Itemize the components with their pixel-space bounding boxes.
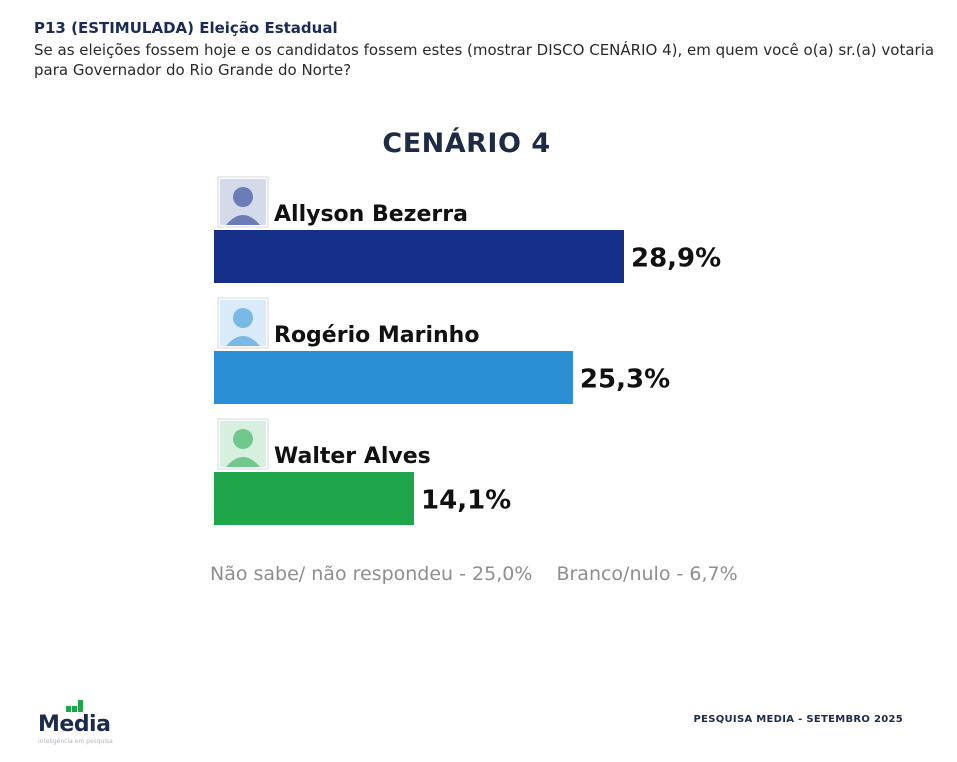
media-logo: Media inteligência em pesquisa	[38, 700, 128, 746]
bar-chart: Allyson Bezerra 28,9% Rogério Marinho 25,3%…	[214, 176, 721, 525]
question-code: P13 (ESTIMULADA) Eleição Estadual	[34, 19, 338, 37]
source-label: PESQUISA MEDIA - SETEMBRO 2025	[693, 714, 903, 725]
logo-bars-icon	[66, 700, 86, 712]
walter-alves-value-label: 14,1%	[421, 486, 511, 516]
rogerio-marinho-bar	[214, 351, 573, 404]
allyson-bezerra-bar	[214, 230, 624, 283]
walter-alves-photo	[217, 418, 269, 470]
rogerio-marinho-photo	[217, 297, 269, 349]
allyson-bezerra-name: Allyson Bezerra	[274, 202, 468, 227]
rogerio-marinho-name: Rogério Marinho	[274, 323, 479, 348]
walter-alves-name: Walter Alves	[274, 444, 431, 469]
chart-title: CENÁRIO 4	[382, 128, 551, 159]
rogerio-marinho-value-label: 25,3%	[580, 365, 670, 395]
allyson-bezerra-value-label: 28,9%	[631, 244, 721, 274]
allyson-bezerra-photo	[217, 176, 269, 228]
undecided-note: Não sabe/ não respondeu - 25,0%	[210, 563, 533, 585]
logo-text: Media	[38, 712, 111, 737]
question-text: Se as eleições fossem hoje e os candidat…	[34, 41, 935, 79]
walter-alves-bar	[214, 472, 415, 525]
question-header: P13 (ESTIMULADA) Eleição Estadual Se as …	[34, 18, 944, 80]
footnotes: Não sabe/ não respondeu - 25,0% Branco/n…	[210, 563, 756, 585]
blank-null-note: Branco/nulo - 6,7%	[556, 563, 738, 585]
logo-tagline: inteligência em pesquisa	[38, 738, 113, 745]
